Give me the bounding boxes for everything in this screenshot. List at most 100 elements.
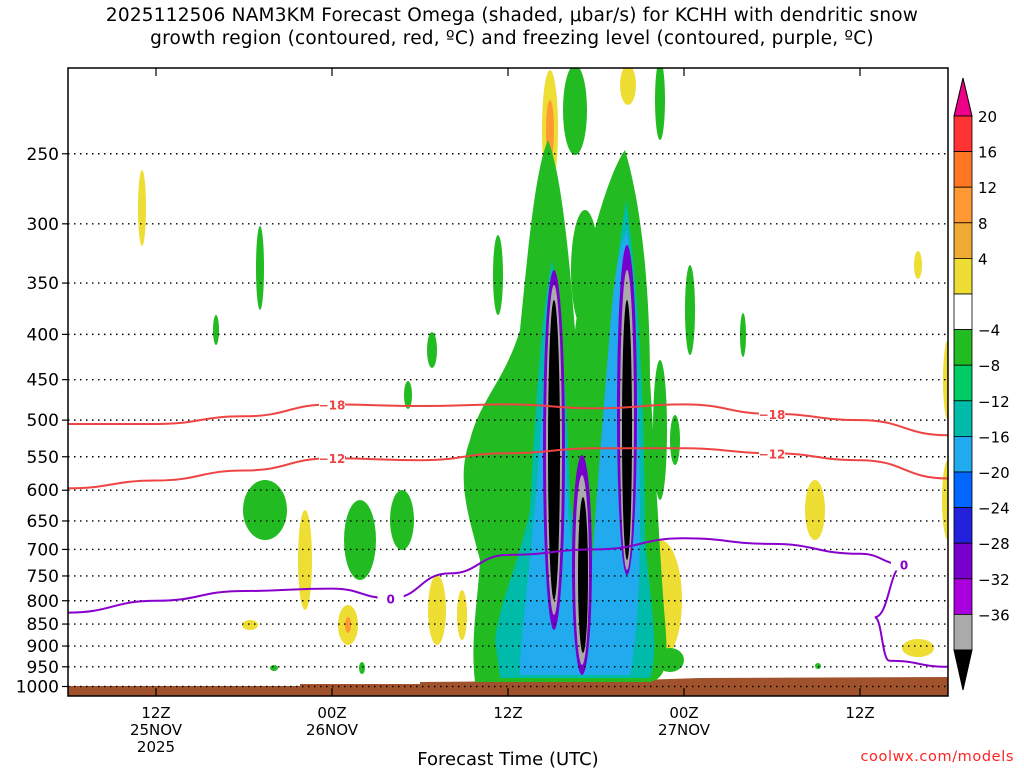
x-tick-label: 00Z xyxy=(669,704,698,722)
x-tick-label: 12Z xyxy=(845,704,874,722)
contour-0 xyxy=(68,403,948,437)
colorbar-label: 16 xyxy=(978,144,997,162)
omega-shade xyxy=(345,617,351,633)
x-tick-label: 25NOV xyxy=(130,721,183,739)
omega-shade xyxy=(256,226,264,310)
colorbar-label: −36 xyxy=(978,606,1010,624)
y-tick-label: 450 xyxy=(27,371,59,391)
omega-shade xyxy=(902,639,934,657)
y-tick-label: 650 xyxy=(27,512,59,532)
colorbar-segment xyxy=(953,329,973,366)
colorbar-label: −28 xyxy=(978,535,1010,553)
contour-label: −12 xyxy=(759,447,786,461)
contour-label-bg xyxy=(319,451,345,465)
omega-shade xyxy=(914,251,922,279)
y-tick-label: 350 xyxy=(27,274,59,294)
y-tick-label: 500 xyxy=(27,411,59,431)
contour-label: 0 xyxy=(386,592,394,606)
y-tick-label: 850 xyxy=(27,615,59,635)
colorbar-segment xyxy=(953,435,973,473)
colorbar-label: −12 xyxy=(978,393,1010,411)
omega-shade xyxy=(359,662,365,674)
y-tick-label: 700 xyxy=(27,540,59,560)
y-tick-label: 1000 xyxy=(16,678,59,698)
colorbar-segment xyxy=(953,115,973,152)
omega-shade xyxy=(622,300,632,560)
contour-label-bg xyxy=(759,446,785,460)
y-tick-label: 600 xyxy=(27,481,59,501)
colorbar-label: 8 xyxy=(978,215,988,233)
colorbar-triangle-top xyxy=(953,77,973,117)
omega-shade xyxy=(493,235,503,315)
omega-shade xyxy=(563,68,587,155)
colorbar-segment xyxy=(953,400,973,437)
omega-shade xyxy=(428,575,446,645)
omega-shade xyxy=(270,665,278,671)
omega-shade xyxy=(620,68,636,105)
omega-shade xyxy=(243,480,287,540)
x-tick-label: 27NOV xyxy=(658,721,711,739)
colorbar-triangle-bottom xyxy=(953,649,973,691)
contour-label: −12 xyxy=(319,452,346,466)
omega-shade xyxy=(740,313,746,357)
y-tick-label: 300 xyxy=(27,215,59,235)
omega-shade xyxy=(685,265,695,355)
omega-colorbar: 20 16 12 8 4 −4 −8 −12 −16 −20 −24 −28 −32 −36 xyxy=(953,77,1010,691)
contour-label-bg xyxy=(319,397,345,411)
omega-shade xyxy=(942,460,948,540)
colorbar-label: −24 xyxy=(978,500,1010,518)
x-tick-label: 00Z xyxy=(317,704,346,722)
colorbar-label: 4 xyxy=(978,250,988,268)
ground-surface xyxy=(68,677,948,696)
chart-title-line1: 2025112506 NAM3KM Forecast Omega (shaded… xyxy=(105,5,919,26)
contour-label: −18 xyxy=(759,408,786,422)
y-tick-label: 800 xyxy=(27,592,59,612)
omega-shade xyxy=(578,497,588,653)
omega-shade xyxy=(805,480,825,540)
colorbar-segment xyxy=(953,364,973,402)
x-tick-label: 12Z xyxy=(141,704,170,722)
contour-label-bg xyxy=(377,591,404,605)
colorbar-label: −20 xyxy=(978,464,1010,482)
colorbar-segment xyxy=(953,151,973,188)
omega-shade xyxy=(655,68,665,140)
omega-shade xyxy=(427,332,437,368)
pressure-gridlines xyxy=(68,153,948,688)
colorbar-segment xyxy=(953,507,973,544)
contour-2 xyxy=(68,537,948,668)
omega-shade xyxy=(298,510,312,610)
omega-shade xyxy=(404,381,412,409)
y-tick-label: 250 xyxy=(27,145,59,165)
colorbar-segment xyxy=(953,186,973,224)
x-axis-title: Forecast Time (UTC) xyxy=(417,749,598,768)
contour-label-bg xyxy=(759,406,785,420)
contour-label: 0 xyxy=(900,559,908,573)
y-tick-label: 550 xyxy=(27,448,59,468)
colorbar-segment xyxy=(953,542,973,580)
y-tick-label: 900 xyxy=(27,637,59,657)
colorbar-label: −8 xyxy=(978,357,1000,375)
colorbar-segment xyxy=(953,293,973,330)
colorbar-label: −32 xyxy=(978,571,1010,589)
pressure-axis: 2503003504004505005506006507007508008509… xyxy=(16,145,68,698)
chart-title-line2: growth region (contoured, red, ºC) and f… xyxy=(150,28,874,49)
y-tick-label: 950 xyxy=(27,658,59,678)
omega-shade xyxy=(138,170,146,246)
colorbar-segment xyxy=(953,614,973,651)
colorbar-segment xyxy=(953,471,973,508)
colorbar-label: 12 xyxy=(978,179,997,197)
omega-shade xyxy=(815,663,821,669)
omega-shade xyxy=(670,415,680,465)
site-credit: coolwx.com/models xyxy=(860,749,1014,765)
colorbar-label: −4 xyxy=(978,322,1000,340)
y-tick-label: 750 xyxy=(27,567,59,587)
omega-shade xyxy=(242,620,258,630)
omega-shade xyxy=(344,500,376,580)
x-tick-label: 2025 xyxy=(137,738,175,756)
colorbar-segment xyxy=(953,578,973,615)
x-tick-label: 26NOV xyxy=(306,721,359,739)
x-tick-label: 12Z xyxy=(493,704,522,722)
omega-shade xyxy=(653,360,667,500)
